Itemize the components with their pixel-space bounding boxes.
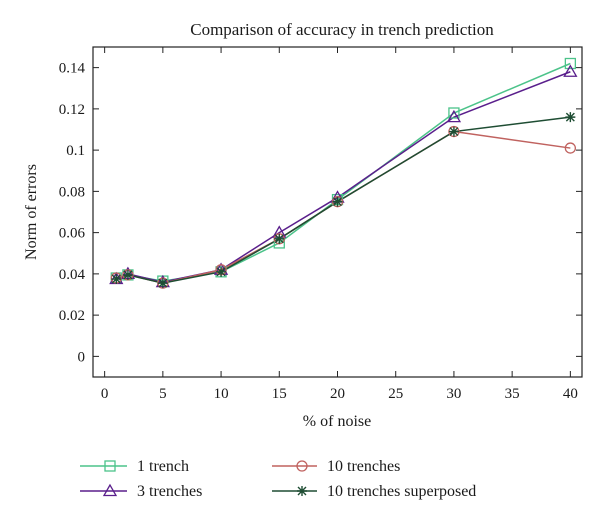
axis-ticks: 0 5 10 15 20 25 30 35 40 0 0.02 0.04 0.06 0.08 0.1 0.12…	[59, 47, 582, 402]
data-point	[122, 269, 133, 280]
data-point	[565, 112, 576, 123]
x-tick-label: 35	[505, 386, 520, 402]
x-tick-label: 15	[272, 386, 287, 402]
y-tick-label: 0.1	[66, 143, 85, 159]
data-point	[332, 196, 343, 207]
series-line	[115, 71, 571, 283]
y-tick-label: 0.12	[59, 102, 85, 118]
legend-label: 10 trenches superposed	[327, 483, 476, 500]
data-point	[157, 278, 168, 289]
chart-title: Comparison of accuracy in trench predict…	[190, 20, 494, 39]
series-line	[116, 62, 571, 282]
data-point	[111, 274, 122, 285]
data-point	[564, 57, 577, 70]
data-point	[274, 233, 285, 244]
y-tick-label: 0	[78, 349, 86, 365]
x-axis-label: % of noise	[303, 413, 371, 430]
data-point	[564, 142, 577, 154]
series-line	[116, 116, 571, 284]
series-lines	[115, 62, 571, 284]
legend-marker	[104, 460, 116, 472]
legend-marker	[102, 483, 118, 497]
x-tick-label: 40	[563, 386, 578, 402]
y-tick-label: 0.14	[59, 61, 86, 77]
y-tick-label: 0.08	[59, 184, 85, 200]
series-line	[116, 130, 571, 284]
data-point	[216, 266, 227, 277]
y-tick-label: 0.02	[59, 308, 85, 324]
y-axis-label: Norm of errors	[23, 164, 40, 260]
legend-label: 3 trenches	[137, 483, 202, 500]
legend: 1 trench 3 trenches 10 trenches 10 trenches…	[80, 458, 476, 500]
x-tick-label: 25	[388, 386, 403, 402]
data-point	[448, 107, 460, 119]
data-point	[448, 126, 459, 137]
x-tick-label: 30	[446, 386, 461, 402]
data-point	[563, 64, 578, 77]
x-tick-label: 5	[159, 386, 167, 402]
y-tick-label: 0.04	[59, 267, 86, 283]
legend-marker	[296, 460, 308, 472]
x-tick-label: 10	[214, 386, 229, 402]
legend-label: 10 trenches	[327, 458, 400, 475]
legend-label: 1 trench	[137, 458, 189, 475]
legend-marker	[297, 486, 307, 496]
y-tick-label: 0.06	[59, 226, 86, 242]
x-tick-label: 20	[330, 386, 345, 402]
series-markers	[109, 57, 578, 289]
data-point	[446, 109, 462, 123]
x-tick-label: 0	[101, 386, 109, 402]
